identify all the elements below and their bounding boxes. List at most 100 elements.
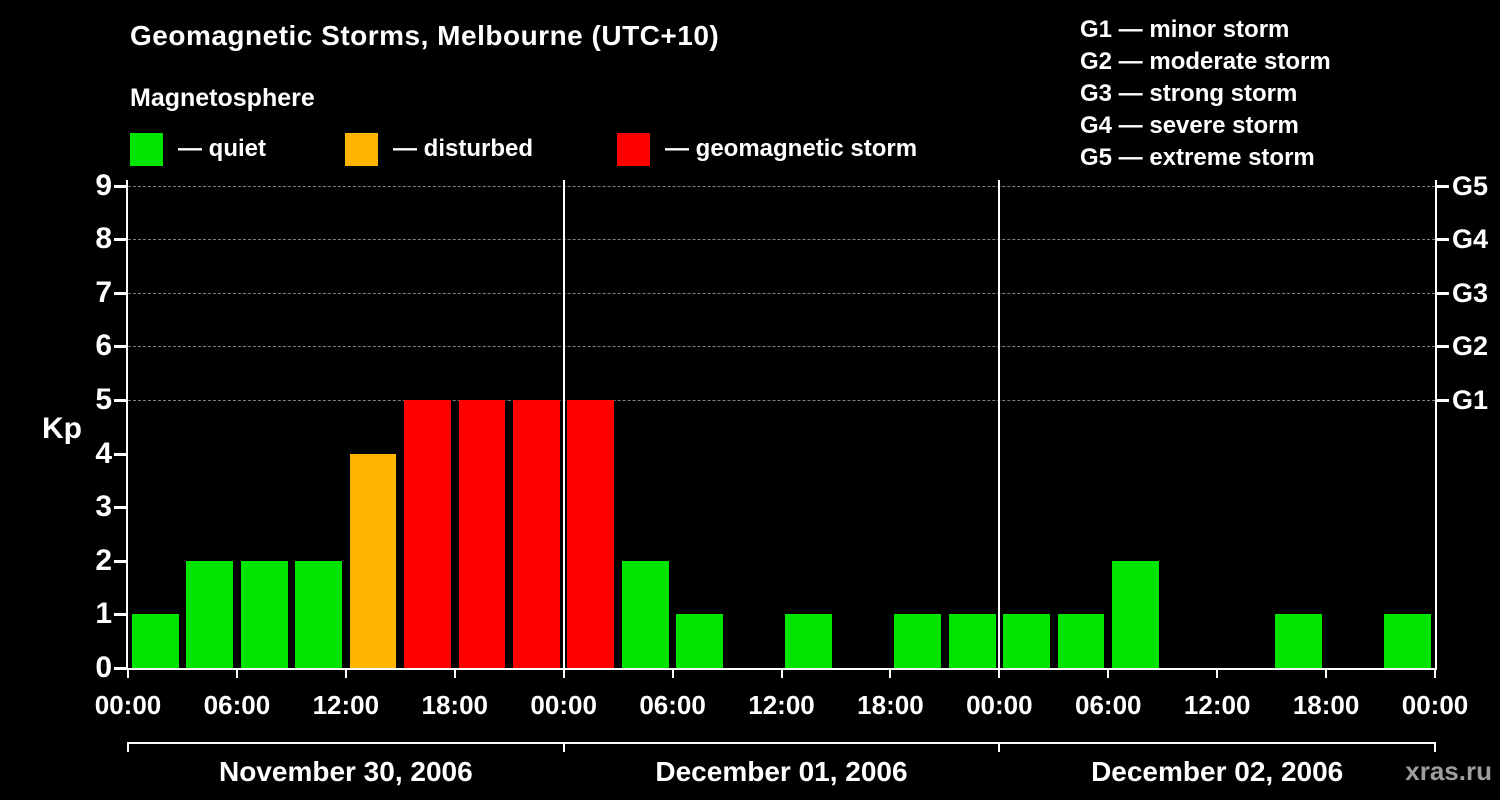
watermark: xras.ru [1405,756,1492,786]
y-axis-tick [114,452,126,456]
x-axis-tick [1107,670,1110,678]
legend-label-disturbed: — disturbed [393,135,534,162]
kp-bar [513,400,560,668]
x-axis-label: 00:00 [530,690,597,720]
y-axis-label: 2 [95,543,112,577]
date-axis-tick [998,742,1001,752]
kp-bar [1003,614,1050,668]
kp-bar [131,614,179,668]
legend-item-disturbed: — disturbed [345,131,533,167]
y-axis-tick [114,345,126,349]
x-axis-tick [127,670,129,678]
y-axis-label: 7 [95,275,112,309]
storm-color-swatch [617,132,650,166]
x-axis-label: 00:00 [1401,690,1469,720]
y-axis-tick [114,667,126,670]
right-axis-tick [1437,399,1449,402]
date-label: December 02, 2006 [1091,756,1344,787]
x-axis-label: 12:00 [748,690,815,720]
x-axis-label: 00:00 [94,690,162,720]
day-boundary-line [998,180,1001,668]
x-axis-label: 18:00 [1292,690,1360,720]
x-axis-label: 12:00 [1183,690,1251,720]
x-axis-label: 06:00 [203,690,271,720]
y-axis-tick [114,291,126,295]
right-axis-tick [1437,184,1449,188]
y-axis-label: 4 [95,436,112,470]
x-axis-tick [889,670,892,678]
y-axis-tick [114,238,126,242]
date-label: November 30, 2006 [218,756,473,787]
x-axis-tick [998,670,1001,678]
x-axis-label: 12:00 [312,690,380,720]
g-scale-label-g5: G5 [1452,170,1489,201]
y-axis-label: 1 [95,597,112,631]
x-axis-tick [780,670,783,678]
g-scale-label-g4: G4 [1452,224,1489,255]
x-axis-line [126,668,1437,670]
quiet-color-swatch [130,132,163,166]
x-axis-tick [453,670,456,678]
kp-bar [567,400,615,668]
right-axis-tick [1437,345,1449,349]
g-scale-label-g1: G1 [1452,385,1489,415]
chart-title: Geomagnetic Storms, Melbourne (UTC+10) [130,20,720,51]
gridline-kp6 [128,346,1435,348]
kp-bar [186,560,234,668]
y-axis-tick [114,399,126,402]
kp-bar [1275,614,1323,668]
right-axis-line [1435,180,1437,670]
date-axis-line [128,742,1435,744]
x-axis-tick [344,670,347,678]
y-axis-tick [114,184,126,188]
date-axis-tick [127,742,129,752]
y-axis-label: 6 [95,329,112,363]
gridline-kp9 [128,185,1435,187]
g-scale-label-g3: G3 [1452,277,1489,308]
y-axis-label: 9 [95,168,112,202]
g-scale-label-g2: G2 [1452,331,1489,362]
date-axis-tick [1434,742,1436,752]
g-legend-item-g3: G3 — strong storm [1080,80,1298,107]
date-label: December 01, 2006 [655,756,908,787]
x-axis-label: 18:00 [421,690,489,720]
x-axis-tick [671,670,674,678]
kp-bar [1384,614,1432,668]
x-axis-label: 18:00 [857,690,924,720]
y-axis-label: 0 [95,651,112,684]
x-axis-tick [1325,670,1328,678]
disturbed-color-swatch [345,132,378,166]
x-axis-label: 00:00 [966,690,1033,720]
g-legend-item-g5: G5 — extreme storm [1080,144,1315,171]
right-axis-tick [1437,291,1449,295]
legend-label-storm: — geomagnetic storm [665,135,918,162]
x-axis-tick [1434,670,1436,678]
kp-bar [1057,614,1105,668]
y-axis-label: 3 [95,490,112,524]
y-axis-label: 5 [95,383,112,416]
kp-bar [349,453,397,668]
kp-bar [785,614,833,668]
right-axis-tick [1437,238,1449,242]
kp-bar [404,400,451,668]
y-axis-label: 8 [95,222,112,256]
g-scale-legend: G1 — minor storm G2 — moderate storm G3 … [1080,14,1331,174]
gridline-kp8 [128,239,1435,241]
day-boundary-line [562,180,565,668]
y-axis-tick [114,506,126,510]
chart-subtitle: Magnetosphere [130,84,315,112]
kp-bar [948,614,996,668]
date-axis-tick [562,742,565,752]
x-axis-tick [562,670,565,678]
kp-bar [676,614,724,668]
g-legend-item-g1: G1 — minor storm [1080,16,1290,43]
legend-item-storm: — geomagnetic storm [617,131,917,167]
x-axis-label: 06:00 [1075,690,1142,720]
plot-area [128,180,1435,668]
kp-bar [621,560,669,668]
gridline-kp5 [128,400,1435,401]
g-legend-item-g2: G2 — moderate storm [1080,48,1331,75]
y-axis-tick [114,559,126,563]
kp-bar [295,560,342,668]
